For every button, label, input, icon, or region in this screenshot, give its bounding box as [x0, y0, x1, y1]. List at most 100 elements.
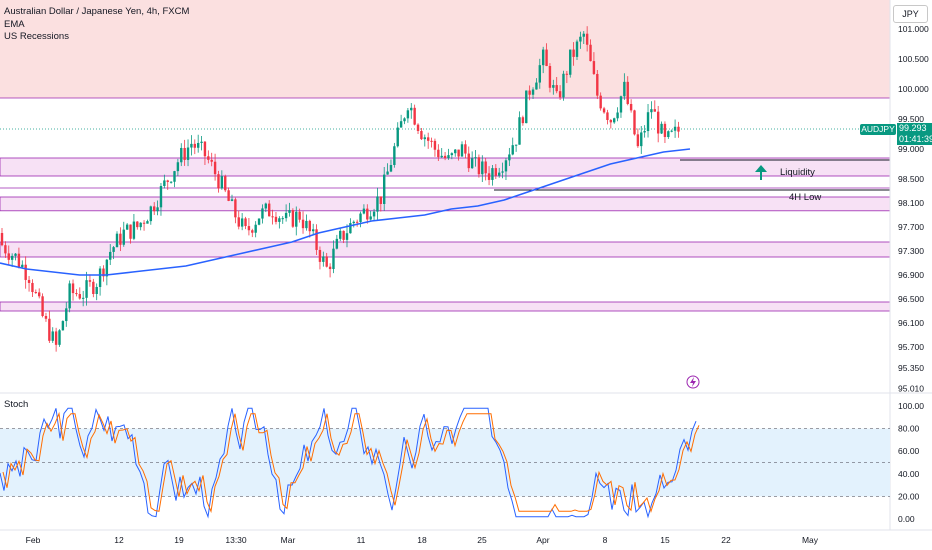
candle-body — [541, 49, 545, 66]
candle-body — [460, 144, 464, 157]
candle-body — [186, 147, 190, 160]
candle-body — [48, 318, 51, 341]
candle-body — [660, 123, 663, 134]
candle-body — [180, 147, 183, 163]
price-axis-label: 97.700 — [898, 222, 924, 232]
candle-body — [416, 124, 420, 131]
candle-body — [200, 141, 203, 143]
candle-body — [227, 190, 230, 201]
candle-body — [585, 33, 589, 45]
candle-body — [163, 180, 166, 186]
price-axis-label: 99.000 — [898, 144, 924, 154]
candle-body — [629, 103, 633, 111]
support-zone — [0, 196, 891, 212]
candle-body — [464, 144, 467, 154]
time-axis-label: Apr — [536, 535, 549, 545]
candle-body — [146, 221, 149, 224]
liquidity-label: Liquidity — [780, 167, 815, 178]
candle-body — [521, 117, 525, 124]
candle-body — [599, 95, 602, 109]
recessions-legend[interactable]: US Recessions — [4, 31, 69, 42]
price-axis-label: 96.100 — [898, 318, 924, 328]
candle-body — [31, 282, 34, 293]
candle-body — [264, 203, 268, 209]
candle-body — [169, 181, 173, 183]
lightning-circle — [686, 375, 700, 389]
candle-body — [345, 233, 349, 240]
candle-body — [122, 229, 125, 245]
price-axis-label: 101.000 — [898, 24, 929, 34]
candle-body — [119, 233, 122, 245]
stoch-d-line — [2, 411, 700, 514]
candle-body — [454, 149, 457, 154]
price-axis-label: 95.010 — [898, 383, 924, 393]
candle-body — [98, 268, 102, 287]
time-axis-label: 12 — [114, 535, 124, 545]
candle-body — [393, 146, 396, 165]
time-axis-label: 25 — [477, 535, 487, 545]
stoch-axis-label: 20.00 — [898, 491, 920, 501]
stoch-legend[interactable]: Stoch — [4, 399, 29, 410]
candle-body — [339, 230, 342, 239]
candle-body — [322, 256, 325, 262]
candle-body — [335, 238, 339, 249]
price-axis-label: 95.350 — [898, 363, 924, 373]
ema-legend[interactable]: EMA — [4, 19, 25, 30]
candle-body — [41, 296, 44, 317]
price-axis-label: 97.300 — [898, 246, 924, 256]
candle-body — [318, 249, 322, 262]
candle-body — [596, 73, 599, 96]
candle-body — [640, 132, 643, 147]
lightning-bolt — [690, 377, 696, 387]
candle-body — [426, 137, 430, 141]
candle-body — [125, 224, 129, 230]
candle-body — [288, 210, 291, 213]
candle-body — [413, 107, 416, 125]
candle-body — [196, 142, 200, 148]
candle-body — [213, 161, 217, 175]
candle-body — [626, 81, 629, 104]
candle-body — [109, 251, 112, 260]
symbol-title[interactable]: Australian Dollar / Japanese Yen, 4h, FX… — [4, 6, 190, 17]
candle-body — [159, 185, 163, 208]
candle-body — [366, 208, 369, 220]
candle-body — [34, 292, 38, 294]
candle-body — [254, 224, 257, 233]
candle-body — [149, 206, 153, 222]
candle-body — [251, 230, 254, 233]
candle-body — [332, 248, 335, 270]
candle-body — [572, 49, 575, 57]
candle-body — [217, 174, 220, 189]
stoch-axis-label: 100.00 — [898, 401, 924, 411]
candle-body — [305, 220, 308, 229]
candle-body — [667, 131, 670, 137]
candle-body — [450, 153, 454, 156]
candle-body — [656, 111, 660, 134]
candle-body — [176, 162, 180, 172]
candle-body — [207, 156, 210, 160]
candle-body — [355, 221, 359, 223]
candle-body — [613, 118, 616, 123]
candle-body — [525, 90, 528, 124]
price-axis-label: 96.900 — [898, 270, 924, 280]
candle-body — [362, 208, 366, 214]
candle-body — [291, 210, 295, 227]
candle-body — [301, 219, 305, 229]
candle-body — [433, 140, 437, 150]
candle-body — [10, 255, 14, 260]
candle-body — [88, 280, 92, 282]
support-zone — [0, 301, 891, 312]
candle-body — [623, 81, 626, 97]
candle-body — [58, 330, 61, 345]
candle-body — [379, 196, 383, 204]
currency-button[interactable]: JPY — [893, 5, 928, 23]
candle-body — [271, 216, 274, 218]
candle-body — [78, 294, 81, 299]
recession-shade — [0, 0, 890, 98]
candle-body — [190, 143, 193, 148]
support-zone — [0, 157, 891, 177]
candle-body — [531, 89, 535, 95]
candle-body — [636, 134, 640, 147]
candle-body — [261, 208, 264, 219]
